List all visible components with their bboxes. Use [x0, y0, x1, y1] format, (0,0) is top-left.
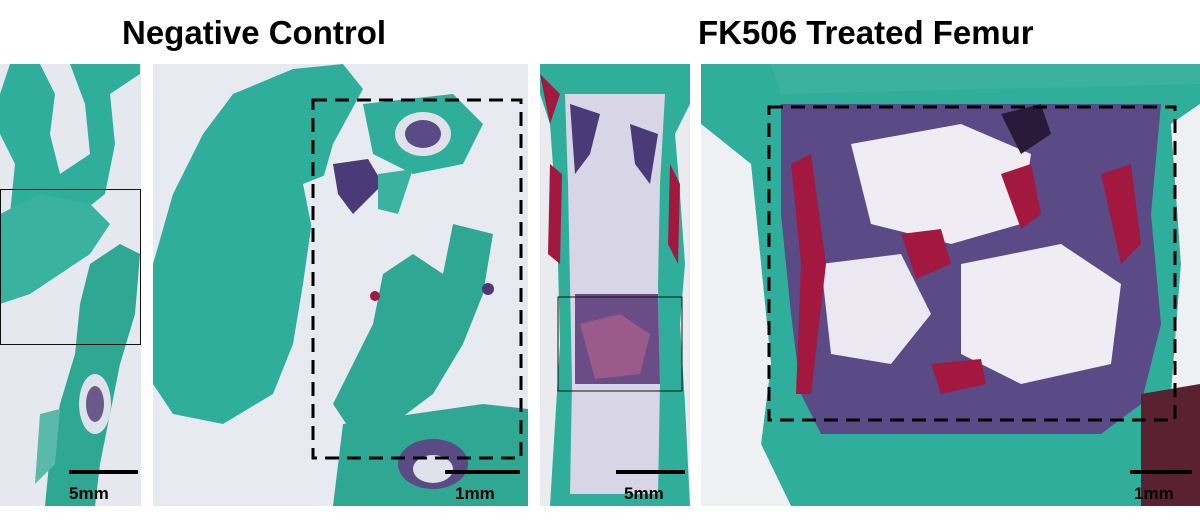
negative-control-overview-image: 5mm	[0, 64, 141, 506]
scale-bar-label: 5mm	[69, 484, 109, 503]
negative-control-zoom-image: 1mm	[153, 64, 528, 506]
scale-bar	[445, 470, 520, 474]
scale-bar	[1130, 470, 1192, 474]
fk506-zoom-image: 1mm	[701, 64, 1200, 506]
negative-control-title: Negative Control	[122, 14, 387, 51]
scale-bar	[616, 470, 685, 474]
scale-bar-label: 1mm	[455, 484, 495, 503]
scale-bar-label: 5mm	[624, 484, 664, 503]
scale-bar	[69, 470, 138, 474]
fk506-overview-image: 5mm	[540, 64, 690, 506]
fk506-treated-femur-title: FK506 Treated Femur	[698, 14, 1034, 51]
scale-bar-label: 1mm	[1134, 484, 1174, 503]
